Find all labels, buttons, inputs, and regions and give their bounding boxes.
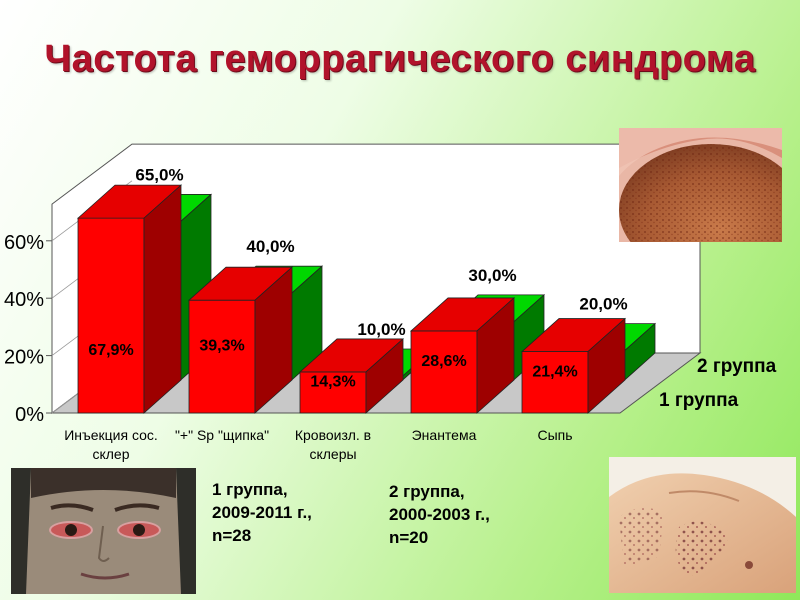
slide-title: Частота геморрагического синдрома	[44, 38, 756, 80]
y-tick-label: 60%	[4, 232, 44, 254]
group1-note-line: 2009-2011 г.,	[212, 503, 312, 522]
data-label-group2: 40,0%	[246, 237, 294, 256]
y-tick-label: 40%	[4, 289, 44, 311]
group2-note-line: n=20	[389, 528, 429, 547]
series-label-group2: 2 группа	[697, 356, 777, 377]
y-tick-label: 20%	[4, 347, 44, 369]
x-category-label: Сыпь	[537, 427, 572, 443]
bar-group1-front	[410, 330, 478, 414]
tongue-petechiae-photo	[619, 128, 782, 242]
data-label-group1: 28,6%	[421, 353, 466, 370]
bar-group1-front	[299, 371, 367, 414]
bar-group1-side	[476, 297, 515, 414]
group1-note: 1 группа, 2009-2011 г., n=28	[212, 478, 312, 547]
data-label-group2: 30,0%	[468, 266, 516, 285]
series-label-group1: 1 группа	[659, 390, 739, 411]
group2-note-line: 2 группа,	[389, 482, 465, 501]
bar-group1-front	[521, 351, 589, 414]
bar-group1-side	[254, 266, 293, 414]
data-label-group1: 21,4%	[532, 363, 577, 380]
group2-note: 2 группа, 2000-2003 г., n=20	[389, 480, 490, 549]
data-label-group2: 10,0%	[357, 320, 405, 339]
bar-group1-side	[365, 338, 404, 414]
data-labels: 65,0% 67,9% 40,0% 39,3% 10,0% 14,3% 30,0% 28,6%…	[88, 165, 627, 390]
data-label-group2: 20,0%	[579, 295, 627, 314]
bar-group1-side	[143, 184, 182, 414]
x-category-label: Кровоизл. в	[295, 427, 371, 443]
bar-group1-front	[188, 299, 256, 414]
x-category-label: склер	[92, 446, 129, 462]
data-label-group2: 65,0%	[135, 165, 183, 184]
group1-note-line: 1 группа,	[212, 480, 288, 499]
data-label-group1: 14,3%	[310, 373, 355, 390]
scleral-hemorrhage-photo	[11, 468, 196, 594]
x-category-label: склеры	[309, 446, 356, 462]
series-labels: 2 группа 1 группа	[659, 356, 777, 411]
skin-rash-photo	[609, 457, 796, 593]
data-label-group1: 39,3%	[199, 338, 244, 355]
group1-note-line: n=28	[212, 526, 252, 545]
x-axis-labels: Инъекция сос. склер "+" Sp "щипка" Кровоизл…	[64, 427, 572, 462]
x-category-label: "+" Sp "щипка"	[175, 427, 269, 443]
x-category-label: Энантема	[412, 427, 477, 443]
x-category-label: Инъекция сос.	[64, 427, 158, 443]
y-tick-label: 0%	[15, 404, 44, 426]
bar-group1-side	[587, 317, 626, 414]
bar-group1-front	[77, 217, 145, 414]
chart-bars	[76, 184, 657, 414]
data-label-group1: 67,9%	[88, 342, 133, 359]
group2-note-line: 2000-2003 г.,	[389, 505, 490, 524]
